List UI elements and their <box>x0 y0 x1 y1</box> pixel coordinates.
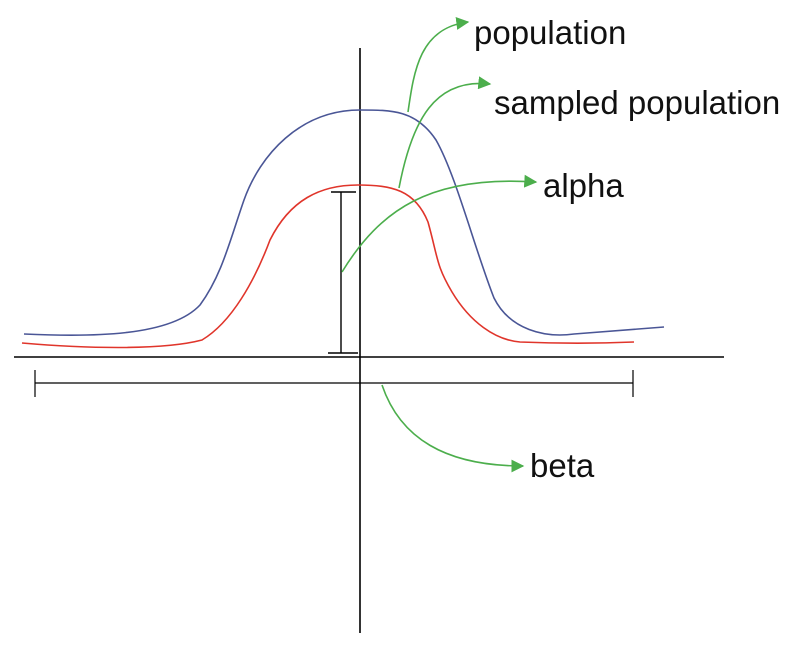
population-arrow <box>407 17 470 113</box>
alpha-range-bar <box>328 191 358 354</box>
alpha-label: alpha <box>543 167 624 204</box>
population-label: population <box>474 14 626 51</box>
beta-arrow <box>381 384 525 473</box>
sampled-population-arrow <box>398 76 492 189</box>
sampled-population-label: sampled population <box>494 84 780 121</box>
population-curve <box>23 109 665 337</box>
sampled-population-curve <box>21 184 635 349</box>
beta-label: beta <box>530 447 595 484</box>
alpha-arrow <box>341 174 538 273</box>
beta-range-bar <box>34 370 634 397</box>
